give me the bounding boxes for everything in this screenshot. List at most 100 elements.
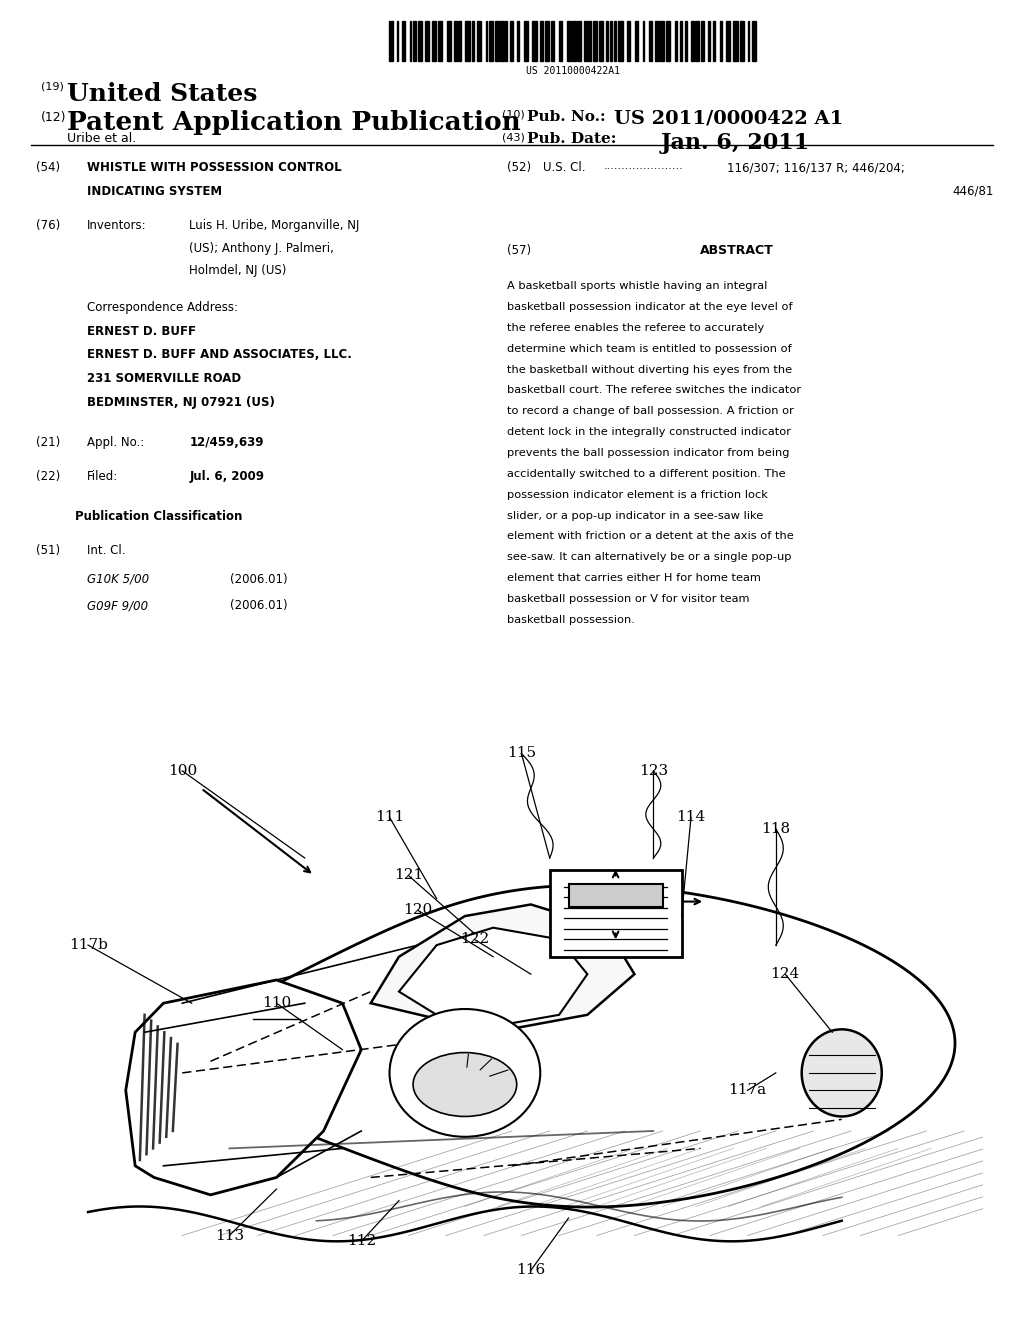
Bar <box>680 21 682 61</box>
Text: basketball possession or V for visitor team: basketball possession or V for visitor t… <box>507 594 750 605</box>
Text: the basketball without diverting his eyes from the: the basketball without diverting his eye… <box>507 364 792 375</box>
Bar <box>685 21 687 61</box>
Bar <box>455 21 457 61</box>
Bar <box>675 21 677 61</box>
Text: US 2011/0000422 A1: US 2011/0000422 A1 <box>614 110 844 128</box>
Bar <box>496 21 498 61</box>
Bar <box>419 21 422 61</box>
Bar <box>410 21 411 61</box>
Bar <box>691 21 694 61</box>
Text: (21): (21) <box>36 436 60 449</box>
Bar <box>432 21 436 61</box>
Text: possession indicator element is a friction lock: possession indicator element is a fricti… <box>507 490 768 500</box>
Bar <box>618 21 623 61</box>
Bar <box>532 21 537 61</box>
Bar <box>643 21 644 61</box>
Bar <box>541 21 543 61</box>
Text: Luis H. Uribe, Morganville, NJ: Luis H. Uribe, Morganville, NJ <box>189 219 359 232</box>
Text: (US); Anthony J. Palmeri,: (US); Anthony J. Palmeri, <box>189 242 334 255</box>
Bar <box>578 21 581 61</box>
Text: 124: 124 <box>771 968 800 981</box>
Bar <box>720 21 722 61</box>
Bar <box>726 21 730 61</box>
Bar <box>389 21 392 61</box>
Text: Patent Application Publication: Patent Application Publication <box>67 110 520 135</box>
Text: Correspondence Address:: Correspondence Address: <box>87 301 238 314</box>
Bar <box>752 21 757 61</box>
Bar <box>551 21 554 61</box>
Text: Filed:: Filed: <box>87 470 119 483</box>
Text: Appl. No.:: Appl. No.: <box>87 436 144 449</box>
Bar <box>627 21 631 61</box>
Text: element with friction or a detent at the axis of the: element with friction or a detent at the… <box>507 532 794 541</box>
Text: 110: 110 <box>262 997 291 1010</box>
Polygon shape <box>126 979 361 1195</box>
Text: to record a change of ball possession. A friction or: to record a change of ball possession. A… <box>507 407 794 416</box>
Text: United States: United States <box>67 82 257 106</box>
Text: 118: 118 <box>761 822 791 836</box>
Text: 231 SOMERVILLE ROAD: 231 SOMERVILLE ROAD <box>87 372 242 385</box>
Polygon shape <box>399 928 588 1027</box>
Text: WHISTLE WITH POSSESSION CONTROL: WHISTLE WITH POSSESSION CONTROL <box>87 161 342 174</box>
Bar <box>465 21 470 61</box>
Bar <box>446 21 451 61</box>
Text: (12): (12) <box>41 111 67 124</box>
Text: (51): (51) <box>36 544 60 557</box>
Text: basketball possession.: basketball possession. <box>507 615 635 624</box>
Bar <box>523 21 528 61</box>
Text: 115: 115 <box>507 746 536 760</box>
Text: US 20110000422A1: US 20110000422A1 <box>526 66 621 77</box>
Text: U.S. Cl.: U.S. Cl. <box>543 161 586 174</box>
Text: (43): (43) <box>502 132 524 143</box>
Polygon shape <box>182 886 955 1206</box>
Text: 12/459,639: 12/459,639 <box>189 436 264 449</box>
Text: G09F 9/00: G09F 9/00 <box>87 599 148 612</box>
Circle shape <box>413 1052 517 1117</box>
Text: 122: 122 <box>460 932 488 946</box>
Text: 116: 116 <box>516 1263 546 1278</box>
Bar <box>701 21 703 61</box>
Bar <box>584 21 586 61</box>
Bar <box>587 21 591 61</box>
Bar <box>505 21 507 61</box>
Text: detent lock in the integrally constructed indicator: detent lock in the integrally constructe… <box>507 428 791 437</box>
Bar <box>713 21 716 61</box>
Text: determine which team is entitled to possession of: determine which team is entitled to poss… <box>507 343 792 354</box>
Bar <box>593 21 597 61</box>
Bar <box>401 21 406 61</box>
Bar <box>459 21 461 61</box>
Bar <box>572 21 575 61</box>
Text: BEDMINSTER, NJ 07921 (US): BEDMINSTER, NJ 07921 (US) <box>87 396 274 409</box>
Text: 446/81: 446/81 <box>952 185 993 198</box>
Bar <box>648 21 652 61</box>
Text: ABSTRACT: ABSTRACT <box>700 244 774 257</box>
Bar <box>695 21 698 61</box>
Text: (2006.01): (2006.01) <box>230 573 288 586</box>
Text: ERNEST D. BUFF: ERNEST D. BUFF <box>87 325 196 338</box>
Text: (22): (22) <box>36 470 60 483</box>
Bar <box>397 21 398 61</box>
Bar <box>472 21 474 61</box>
Bar <box>566 21 571 61</box>
Ellipse shape <box>389 1008 541 1137</box>
Text: 100: 100 <box>168 764 197 777</box>
Text: element that carries either H for home team: element that carries either H for home t… <box>507 573 761 583</box>
Text: Jul. 6, 2009: Jul. 6, 2009 <box>189 470 264 483</box>
Ellipse shape <box>802 1030 882 1117</box>
Text: A basketball sports whistle having an integral: A basketball sports whistle having an in… <box>507 281 767 292</box>
Bar <box>485 21 487 61</box>
Text: Jan. 6, 2011: Jan. 6, 2011 <box>660 132 810 154</box>
Bar <box>635 21 638 61</box>
Bar <box>605 21 608 61</box>
Bar <box>413 21 416 61</box>
Text: accidentally switched to a different position. The: accidentally switched to a different pos… <box>507 469 785 479</box>
Bar <box>614 21 615 61</box>
Text: 120: 120 <box>403 903 432 917</box>
Text: 121: 121 <box>394 869 423 883</box>
Text: (76): (76) <box>36 219 60 232</box>
Bar <box>733 21 737 61</box>
Text: 111: 111 <box>375 810 404 825</box>
Text: 114: 114 <box>677 810 706 825</box>
Bar <box>517 21 519 61</box>
Text: 123: 123 <box>639 764 668 777</box>
